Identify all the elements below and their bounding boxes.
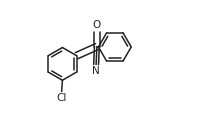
Text: O: O [93,20,101,30]
Text: N: N [92,66,100,76]
Text: Cl: Cl [57,93,67,103]
